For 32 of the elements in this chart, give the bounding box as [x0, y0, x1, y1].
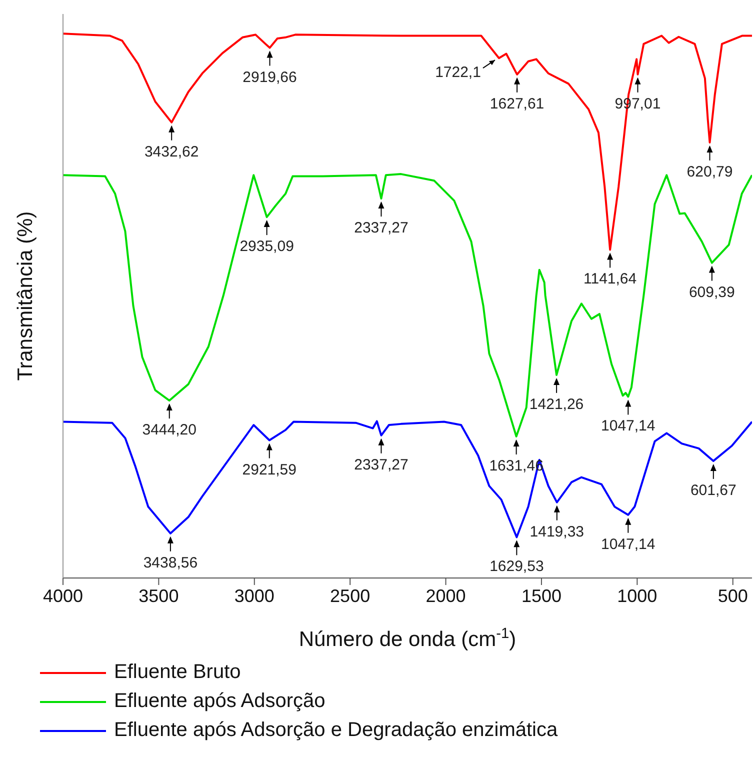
- x-tick-label: 2500: [330, 586, 370, 606]
- legend-label: Efluente após Adsorção e Degradação enzimática: [114, 719, 558, 742]
- annotation: 3438,56: [143, 554, 198, 572]
- x-tick-label: 500: [718, 586, 748, 606]
- annotation: 2921,59: [242, 461, 297, 478]
- x-tick-label: 3500: [138, 586, 179, 606]
- annotation: 601,67: [690, 482, 736, 499]
- annotation: 3444,20: [142, 422, 196, 439]
- y-axis-title: Transmitância (%): [14, 211, 37, 381]
- annotation: 620,79: [686, 163, 733, 180]
- annotation: 2935,09: [240, 238, 294, 256]
- x-tick-label: 2000: [426, 586, 466, 606]
- annotation: 1627,61: [490, 95, 544, 112]
- annotation: 609,39: [688, 284, 735, 301]
- annotation: 2337,27: [354, 456, 408, 474]
- annotation: 1047,14: [601, 418, 656, 435]
- annotation: 1421,26: [529, 396, 584, 413]
- annotation: 1722,1: [435, 64, 481, 82]
- legend-label: Efluente Bruto: [114, 661, 241, 684]
- annotation: 1419,33: [530, 523, 584, 540]
- x-tick-label: 1000: [617, 586, 658, 606]
- annotation: 3432,62: [144, 143, 199, 160]
- annotation: 1141,64: [584, 270, 637, 288]
- x-tick-label: 4000: [42, 586, 84, 606]
- x-tick-label: 3000: [234, 586, 274, 606]
- legend-label: Efluente após Adsorção: [114, 690, 326, 713]
- x-axis-title: Número de onda (cm$^{-1}$): [298, 626, 516, 651]
- annotation: 1629,53: [490, 558, 544, 576]
- x-tick-label: 1500: [521, 586, 562, 606]
- annotation: 2337,27: [354, 220, 408, 237]
- annotation: 1047,14: [601, 536, 656, 553]
- annotation: 2919,66: [242, 68, 297, 86]
